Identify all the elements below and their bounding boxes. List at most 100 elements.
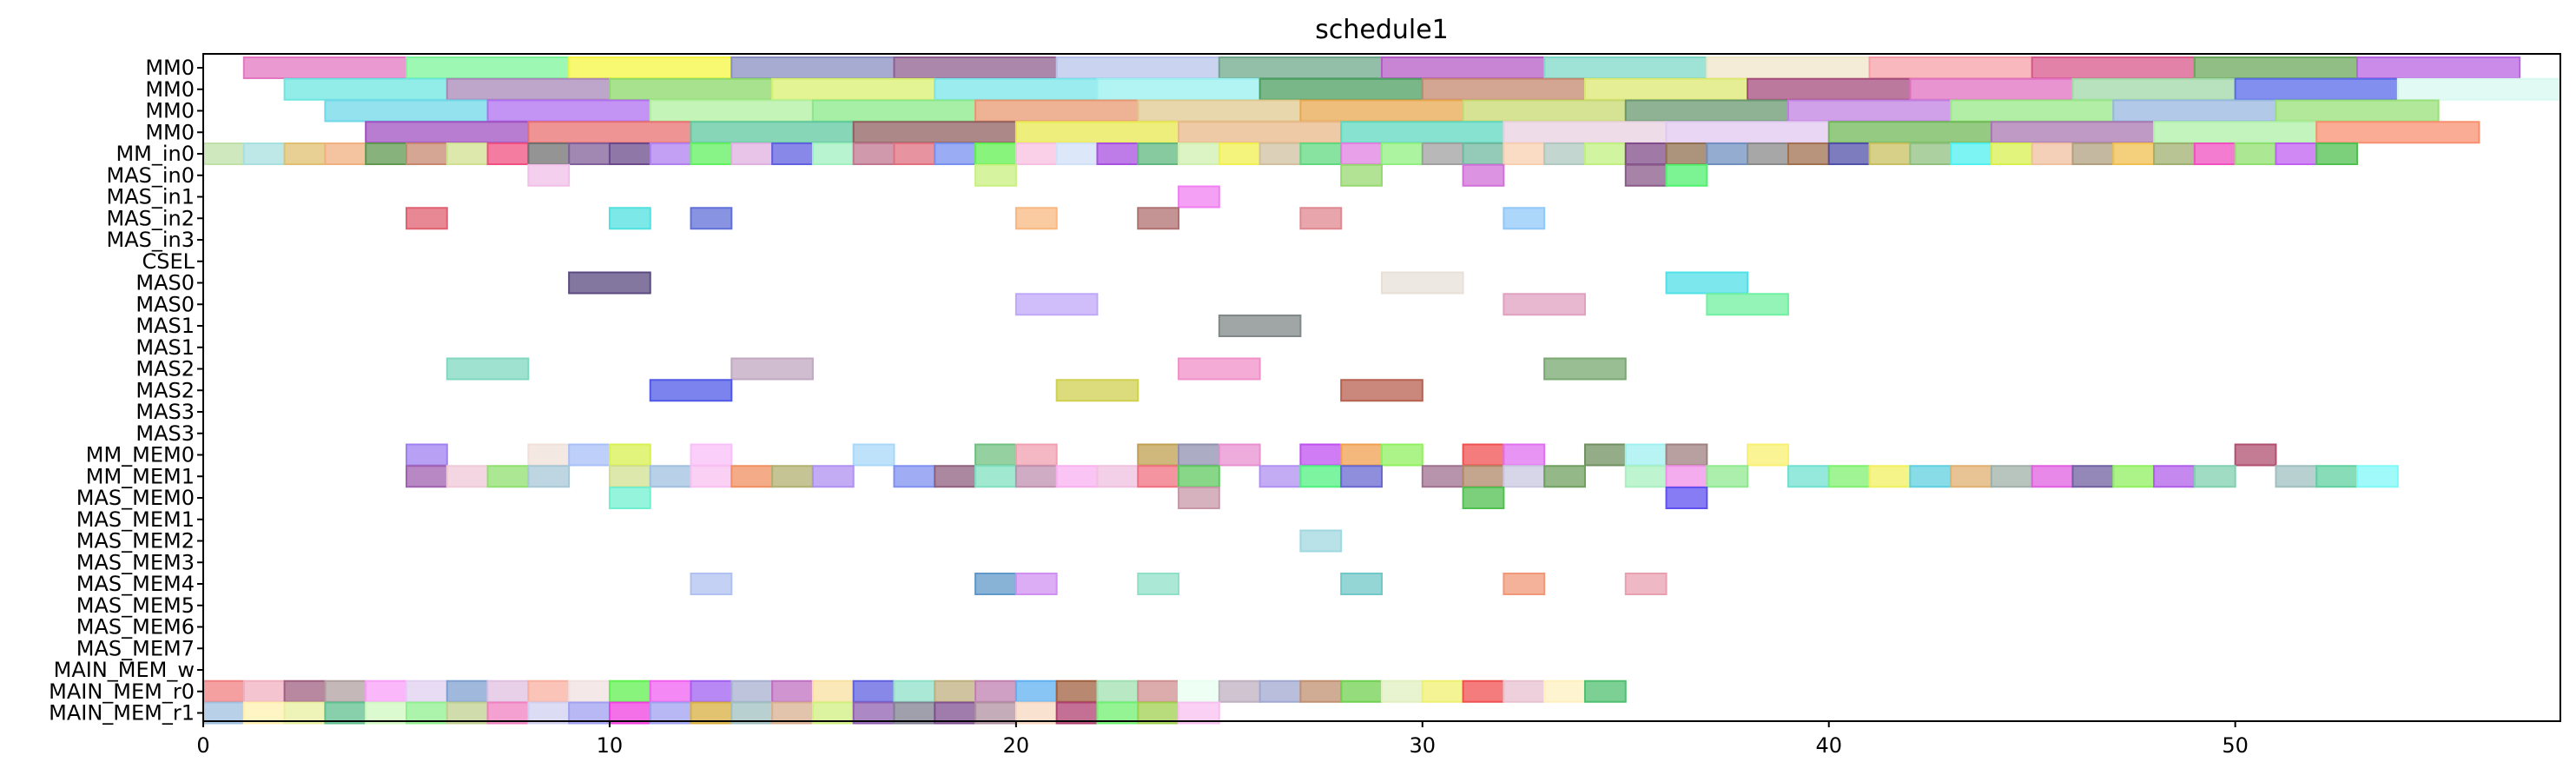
gantt-bar [1299, 99, 1464, 123]
gantt-bar [1787, 142, 1830, 165]
gantt-bar [974, 99, 1139, 123]
gantt-bar [446, 142, 489, 165]
gantt-bar [486, 142, 530, 165]
gantt-bar [1137, 465, 1180, 488]
gantt-bar [446, 701, 489, 725]
gantt-bar [283, 679, 327, 703]
gantt-bar [324, 99, 489, 123]
gantt-bar [1706, 293, 1789, 316]
gantt-bar [1055, 465, 1099, 488]
gantt-bar [974, 701, 1017, 725]
gantt-bar [1218, 142, 1261, 165]
gantt-bar [2234, 77, 2399, 101]
gantt-bar [1665, 142, 1708, 165]
gantt-bar [324, 701, 367, 725]
gantt-bar [1665, 443, 1708, 467]
gantt-bar [1706, 465, 1749, 488]
gantt-bar [1014, 443, 1058, 467]
gantt-bar [1421, 142, 1464, 165]
gantt-bar [2193, 142, 2236, 165]
gantt-bar [649, 142, 692, 165]
gantt-bar [608, 142, 651, 165]
gantt-bar [771, 142, 814, 165]
gantt-bar [283, 701, 327, 725]
y-tick-label: MM_MEM1 [86, 464, 195, 488]
gantt-bar [1218, 315, 1302, 337]
gantt-bar [527, 465, 571, 488]
gantt-bar [1299, 529, 1343, 553]
x-tick-label: 0 [196, 733, 209, 758]
gantt-bar [811, 99, 977, 123]
gantt-bar [365, 679, 407, 703]
x-tick-label: 40 [1815, 733, 1842, 758]
gantt-bar [1178, 679, 1220, 703]
gantt-bar [283, 77, 448, 101]
gantt-bar [1503, 679, 1546, 703]
gantt-bar [1665, 487, 1708, 509]
y-tick-label: MM0 [145, 56, 195, 80]
gantt-bar [2234, 443, 2277, 467]
gantt-bar [242, 142, 286, 165]
gantt-bar [1340, 163, 1384, 187]
gantt-bar [527, 443, 571, 467]
gantt-bar [1421, 77, 1586, 101]
gantt-bar [811, 465, 855, 488]
gantt-bar [730, 56, 895, 79]
gantt-bar [2153, 121, 2318, 144]
gantt-bar [1218, 443, 1261, 467]
y-tick-label: MAS3 [135, 421, 195, 446]
gantt-bar [568, 679, 611, 703]
gantt-bar [568, 142, 611, 165]
gantt-bar [852, 679, 895, 703]
gantt-bar [1909, 77, 2074, 101]
gantt-bar [1299, 443, 1343, 467]
gantt-bar [852, 701, 895, 725]
gantt-bar [568, 701, 611, 725]
gantt-bar [1299, 142, 1343, 165]
gantt-bar [649, 379, 733, 402]
gantt-bar [1950, 465, 1992, 488]
gantt-bar [446, 357, 530, 381]
gantt-bar [1096, 465, 1139, 488]
y-tick-label: MAS0 [135, 292, 195, 316]
gantt-bar [568, 56, 733, 79]
gantt-bar [1462, 99, 1627, 123]
gantt-bar [1178, 465, 1220, 488]
y-tick-label: MAS_MEM3 [76, 550, 195, 574]
gantt-bar [1096, 679, 1139, 703]
gantt-bar [242, 56, 407, 79]
gantt-bar [2315, 142, 2359, 165]
gantt-bar [852, 142, 895, 165]
gantt-bar [1747, 142, 1789, 165]
gantt-bar [202, 701, 245, 725]
gantt-bar [730, 465, 774, 488]
gantt-bar [486, 701, 530, 725]
gantt-bar [527, 121, 692, 144]
gantt-bar [974, 443, 1017, 467]
gantt-bar [1543, 56, 1708, 79]
x-tick-label: 30 [1410, 733, 1437, 758]
gantt-bar [1747, 77, 1912, 101]
gantt-bar [527, 142, 571, 165]
gantt-bar [1421, 679, 1464, 703]
gantt-bar [242, 701, 286, 725]
y-tick-label: MAS2 [135, 357, 195, 381]
y-tick-labels: MM0MM0MM0MM0MM_in0MAS_in0MAS_in1MAS_in2M… [49, 56, 203, 726]
gantt-bar [1137, 99, 1302, 123]
gantt-bar [2071, 77, 2236, 101]
gantt-bar [811, 679, 855, 703]
gantt-bar [1381, 679, 1423, 703]
gantt-bar [486, 99, 651, 123]
x-ticks: 0 10 20 30 40 50 [196, 721, 2249, 758]
x-tick-label: 20 [1003, 733, 1030, 758]
y-tick-label: MM0 [145, 99, 195, 123]
gantt-bar [852, 443, 895, 467]
gantt-bar [649, 679, 692, 703]
gantt-bar [1747, 443, 1789, 467]
gantt-bar [1583, 77, 1749, 101]
gantt-bar [446, 77, 611, 101]
gantt-bar [1462, 487, 1505, 509]
gantt-bar [324, 142, 367, 165]
